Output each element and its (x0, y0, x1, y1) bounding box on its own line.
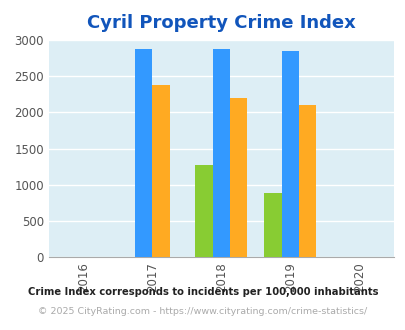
Bar (195, 165, 212, 257)
Bar (281, 51, 298, 257)
Bar (298, 105, 315, 257)
Text: © 2025 CityRating.com - https://www.cityrating.com/crime-statistics/: © 2025 CityRating.com - https://www.city… (38, 307, 367, 316)
Bar (212, 49, 229, 257)
Bar (229, 98, 247, 257)
Bar (152, 85, 169, 257)
Bar (264, 193, 281, 257)
Text: Crime Index corresponds to incidents per 100,000 inhabitants: Crime Index corresponds to incidents per… (28, 287, 377, 297)
Bar (134, 49, 152, 257)
Title: Cyril Property Crime Index: Cyril Property Crime Index (87, 15, 355, 32)
